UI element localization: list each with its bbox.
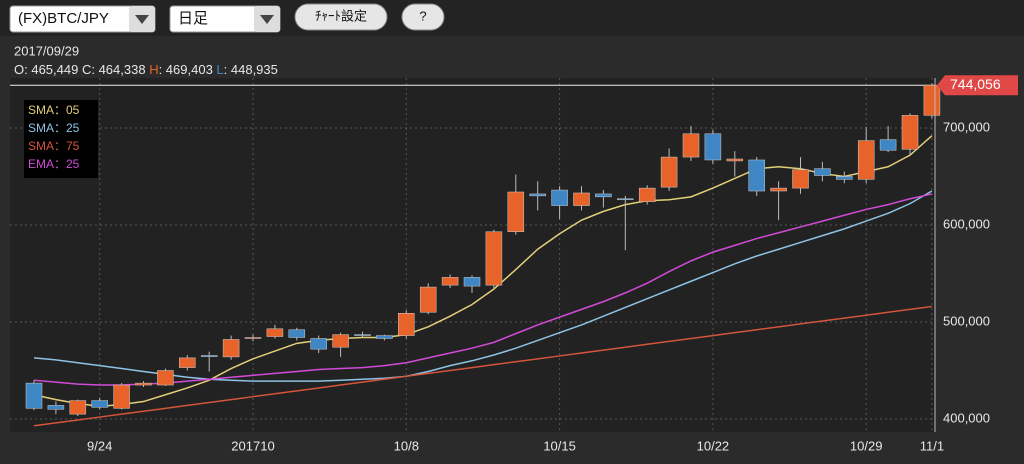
candle-body: [836, 176, 853, 180]
candle-body: [200, 355, 218, 357]
candle-body: [529, 193, 546, 197]
header-high: : 469,403: [159, 62, 213, 77]
x-tick-label: 10/29: [850, 438, 883, 453]
symbol-select[interactable]: (FX)BTC/JPY: [9, 5, 156, 33]
y-tick-label: 500,000: [943, 313, 990, 328]
candle-body: [814, 168, 831, 176]
header-date: 2017/09/29: [14, 43, 79, 58]
candles: [25, 83, 941, 417]
candle-body: [923, 84, 941, 116]
candle-body: [47, 405, 65, 410]
settings-button-text[interactable]: ﾁｬｰﾄ設定: [315, 8, 367, 23]
candle-body: [354, 334, 371, 336]
candle-body: [901, 115, 919, 150]
indicator-line: [33, 193, 933, 386]
indicator-line: [33, 305, 932, 427]
candle-body: [222, 339, 240, 358]
last-price-label: 744,056: [950, 76, 1001, 92]
labels: 400,000 500,000 600,000 700,000 9/24 201710 10…: [87, 75, 1018, 453]
symbol-select-arrow[interactable]: [135, 15, 149, 24]
x-tick-label: 9/24: [87, 438, 112, 453]
indicator-line: [33, 135, 933, 408]
candle-body: [376, 335, 393, 339]
grid: [10, 78, 935, 432]
help-button-text[interactable]: ?: [419, 8, 426, 23]
candle-body: [704, 133, 722, 161]
candle-body: [748, 159, 765, 192]
candle-body: [25, 382, 43, 409]
candle-body: [91, 400, 108, 408]
y-tick-label: 700,000: [943, 119, 990, 134]
legend-label: SMA：25: [28, 121, 80, 135]
candle-body: [638, 187, 656, 202]
candle-body: [419, 286, 437, 313]
legend-label: SMA：75: [28, 139, 80, 153]
candle-body: [441, 277, 459, 286]
legend-label: SMA：05: [28, 103, 80, 117]
legend: SMA：05 SMA：25 SMA：75 EMA：25: [28, 103, 80, 171]
candle-body: [595, 193, 612, 198]
candle-body: [485, 231, 503, 286]
candle-body: [660, 156, 678, 188]
candle-body: [179, 357, 196, 368]
candle-body: [69, 400, 87, 415]
header-low-key: L: [216, 62, 223, 77]
period-select[interactable]: 日足: [169, 5, 281, 33]
y-tick-label: 600,000: [943, 216, 990, 231]
header-ohlc: O: 465,449 C: 464,338 H: 469,403 L: 448,…: [14, 62, 278, 77]
indicator-line: [33, 190, 933, 382]
indicator-lines: [33, 135, 933, 427]
candle-body: [310, 338, 327, 350]
candle-body: [879, 139, 897, 151]
candle-body: [792, 169, 809, 189]
period-text[interactable]: 日足: [178, 10, 208, 27]
candle-body: [135, 382, 152, 386]
last-price-tag: [937, 75, 1018, 96]
header-low: : 448,935: [224, 62, 278, 77]
candle-body: [682, 133, 700, 158]
candle-body: [113, 384, 130, 409]
x-tick-label: 10/15: [543, 438, 576, 453]
symbol-text[interactable]: (FX)BTC/JPY: [18, 10, 109, 27]
candle-body: [770, 187, 787, 192]
header-open: O: 465,449: [14, 62, 78, 77]
period-select-arrow[interactable]: [260, 15, 274, 24]
settings-button[interactable]: ﾁｬｰﾄ設定: [294, 3, 388, 31]
legend-box: [24, 100, 98, 178]
header-high-key: H: [149, 62, 158, 77]
candle-body: [398, 313, 415, 336]
candle-body: [463, 277, 481, 287]
y-tick-label: 400,000: [943, 410, 990, 425]
help-button[interactable]: ?: [401, 3, 445, 31]
help-button-box[interactable]: [401, 3, 445, 31]
x-tick-label: 11/1: [920, 438, 944, 453]
candle-body: [332, 334, 349, 348]
candle-body: [244, 337, 262, 339]
candle-body: [617, 198, 634, 201]
candle-body: [507, 191, 525, 233]
x-tick-label: 201710: [231, 438, 274, 453]
candle-body: [266, 328, 284, 337]
legend-label: EMA：25: [28, 157, 80, 171]
plot-area: [10, 78, 935, 432]
header-close: C: 464,338: [82, 62, 146, 77]
candle-body: [551, 189, 568, 206]
candle-body: [573, 192, 590, 206]
x-tick-label: 10/22: [697, 438, 730, 453]
candle-body: [157, 370, 174, 386]
x-tick-label: 10/8: [394, 438, 419, 453]
settings-button-box[interactable]: [294, 3, 388, 31]
candle-body: [726, 158, 744, 162]
candle-body: [857, 140, 875, 180]
candle-body: [288, 329, 306, 338]
